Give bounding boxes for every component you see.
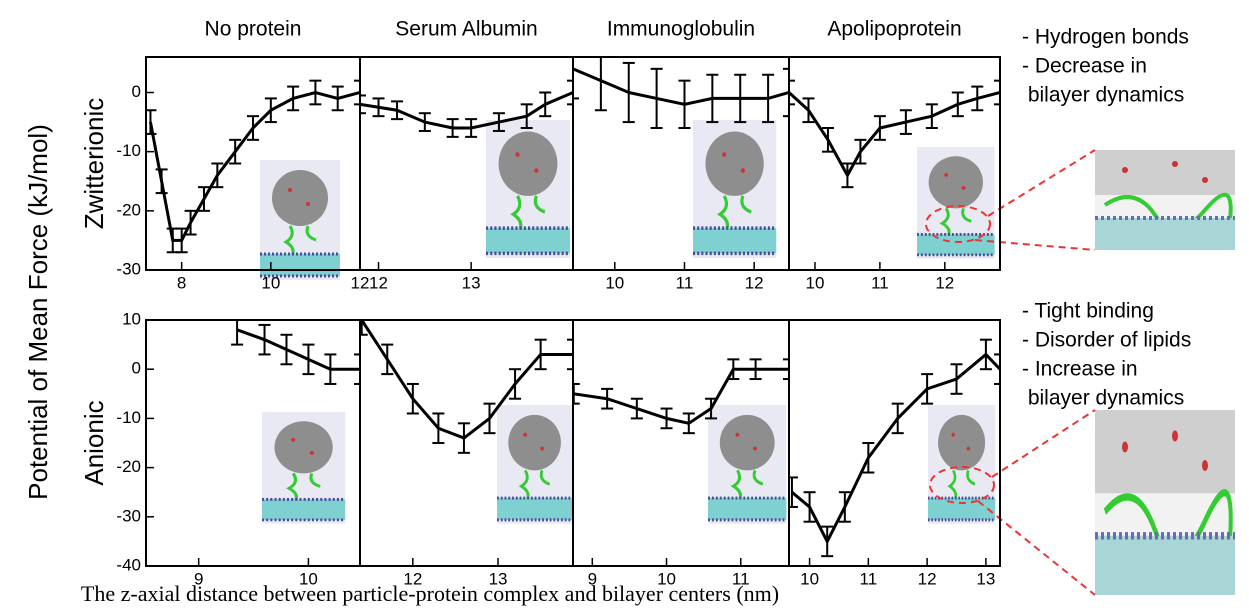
inset-image [926,403,997,526]
pmf-line [360,91,573,130]
y-tick-label: 0 [132,359,141,378]
annotation: - Decrease in [1022,55,1147,78]
row-label: Zwitterionic [79,98,109,229]
annotation: - Disorder of lipids [1022,329,1191,352]
zoom-image [1095,410,1235,595]
y-tick-label: -40 [116,555,141,574]
y-tick-label: -30 [116,259,141,278]
pmf-line [789,91,1000,179]
panel-title: Apolipoprotein [827,18,961,41]
callouts [925,149,1096,596]
x-tick-label: 10 [605,273,624,292]
x-tick-label: 10 [299,569,318,588]
x-tick-label: 12 [351,273,370,292]
pmf-line [236,328,360,371]
y-tick-label: -20 [116,457,141,476]
x-tick-label: 9 [194,569,203,588]
x-tick-label: 12 [745,273,764,292]
zoom-image [1093,148,1237,252]
y-axis-label: Potential of Mean Force (kJ/mol) [23,124,53,500]
pmf-line [148,90,360,242]
x-tick-label: 8 [177,273,186,292]
row-label: Anionic [79,400,109,485]
annotation: - Hydrogen bonds [1022,26,1189,49]
x-tick-label: 10 [806,273,825,292]
y-tick-label: -20 [116,200,141,219]
panel-title: Serum Albumin [395,18,537,41]
x-tick-label: 10 [800,569,819,588]
pmf-line [573,367,789,425]
annotation: bilayer dynamics [1022,387,1184,410]
inset-image [484,118,572,260]
inset-image [258,158,342,282]
x-tick-label: 12 [918,569,937,588]
panel-frame [788,319,1001,567]
inset-image [706,403,788,526]
inset-image [260,410,347,526]
x-tick-label: 11 [871,273,889,292]
x-tick-label: 13 [462,273,481,292]
y-tick-label: -10 [116,408,141,427]
x-tick-label: 13 [976,569,995,588]
x-tick-label: 11 [860,569,878,588]
x-tick-label: 12 [403,569,422,588]
y-tick-label: 10 [122,309,141,328]
x-axis-label: The z-axial distance between particle-pr… [81,581,779,606]
annotation: bilayer dynamics [1022,84,1184,107]
pmf-line [573,67,789,106]
inset-image [495,403,574,526]
y-tick-label: -30 [116,506,141,525]
annotation: - Increase in [1022,358,1138,381]
x-tick-label: 10 [261,273,280,292]
panel-frame [788,56,1001,271]
pmf-line [790,352,1000,545]
x-tick-label: 10 [657,569,676,588]
panel-title: Immunoglobulin [607,18,755,41]
panel-title: No protein [205,18,302,41]
x-tick-label: 13 [489,569,508,588]
inset-image [691,118,778,260]
x-tick-label: 12 [369,273,388,292]
y-tick-label: 0 [132,82,141,101]
x-tick-label: 9 [588,569,597,588]
y-tick-label: -10 [116,141,141,160]
pmf-line [360,320,573,440]
x-tick-label: 11 [676,273,694,292]
x-tick-label: 11 [732,569,750,588]
annotation: - Tight binding [1022,300,1154,323]
x-tick-label: 12 [935,273,954,292]
